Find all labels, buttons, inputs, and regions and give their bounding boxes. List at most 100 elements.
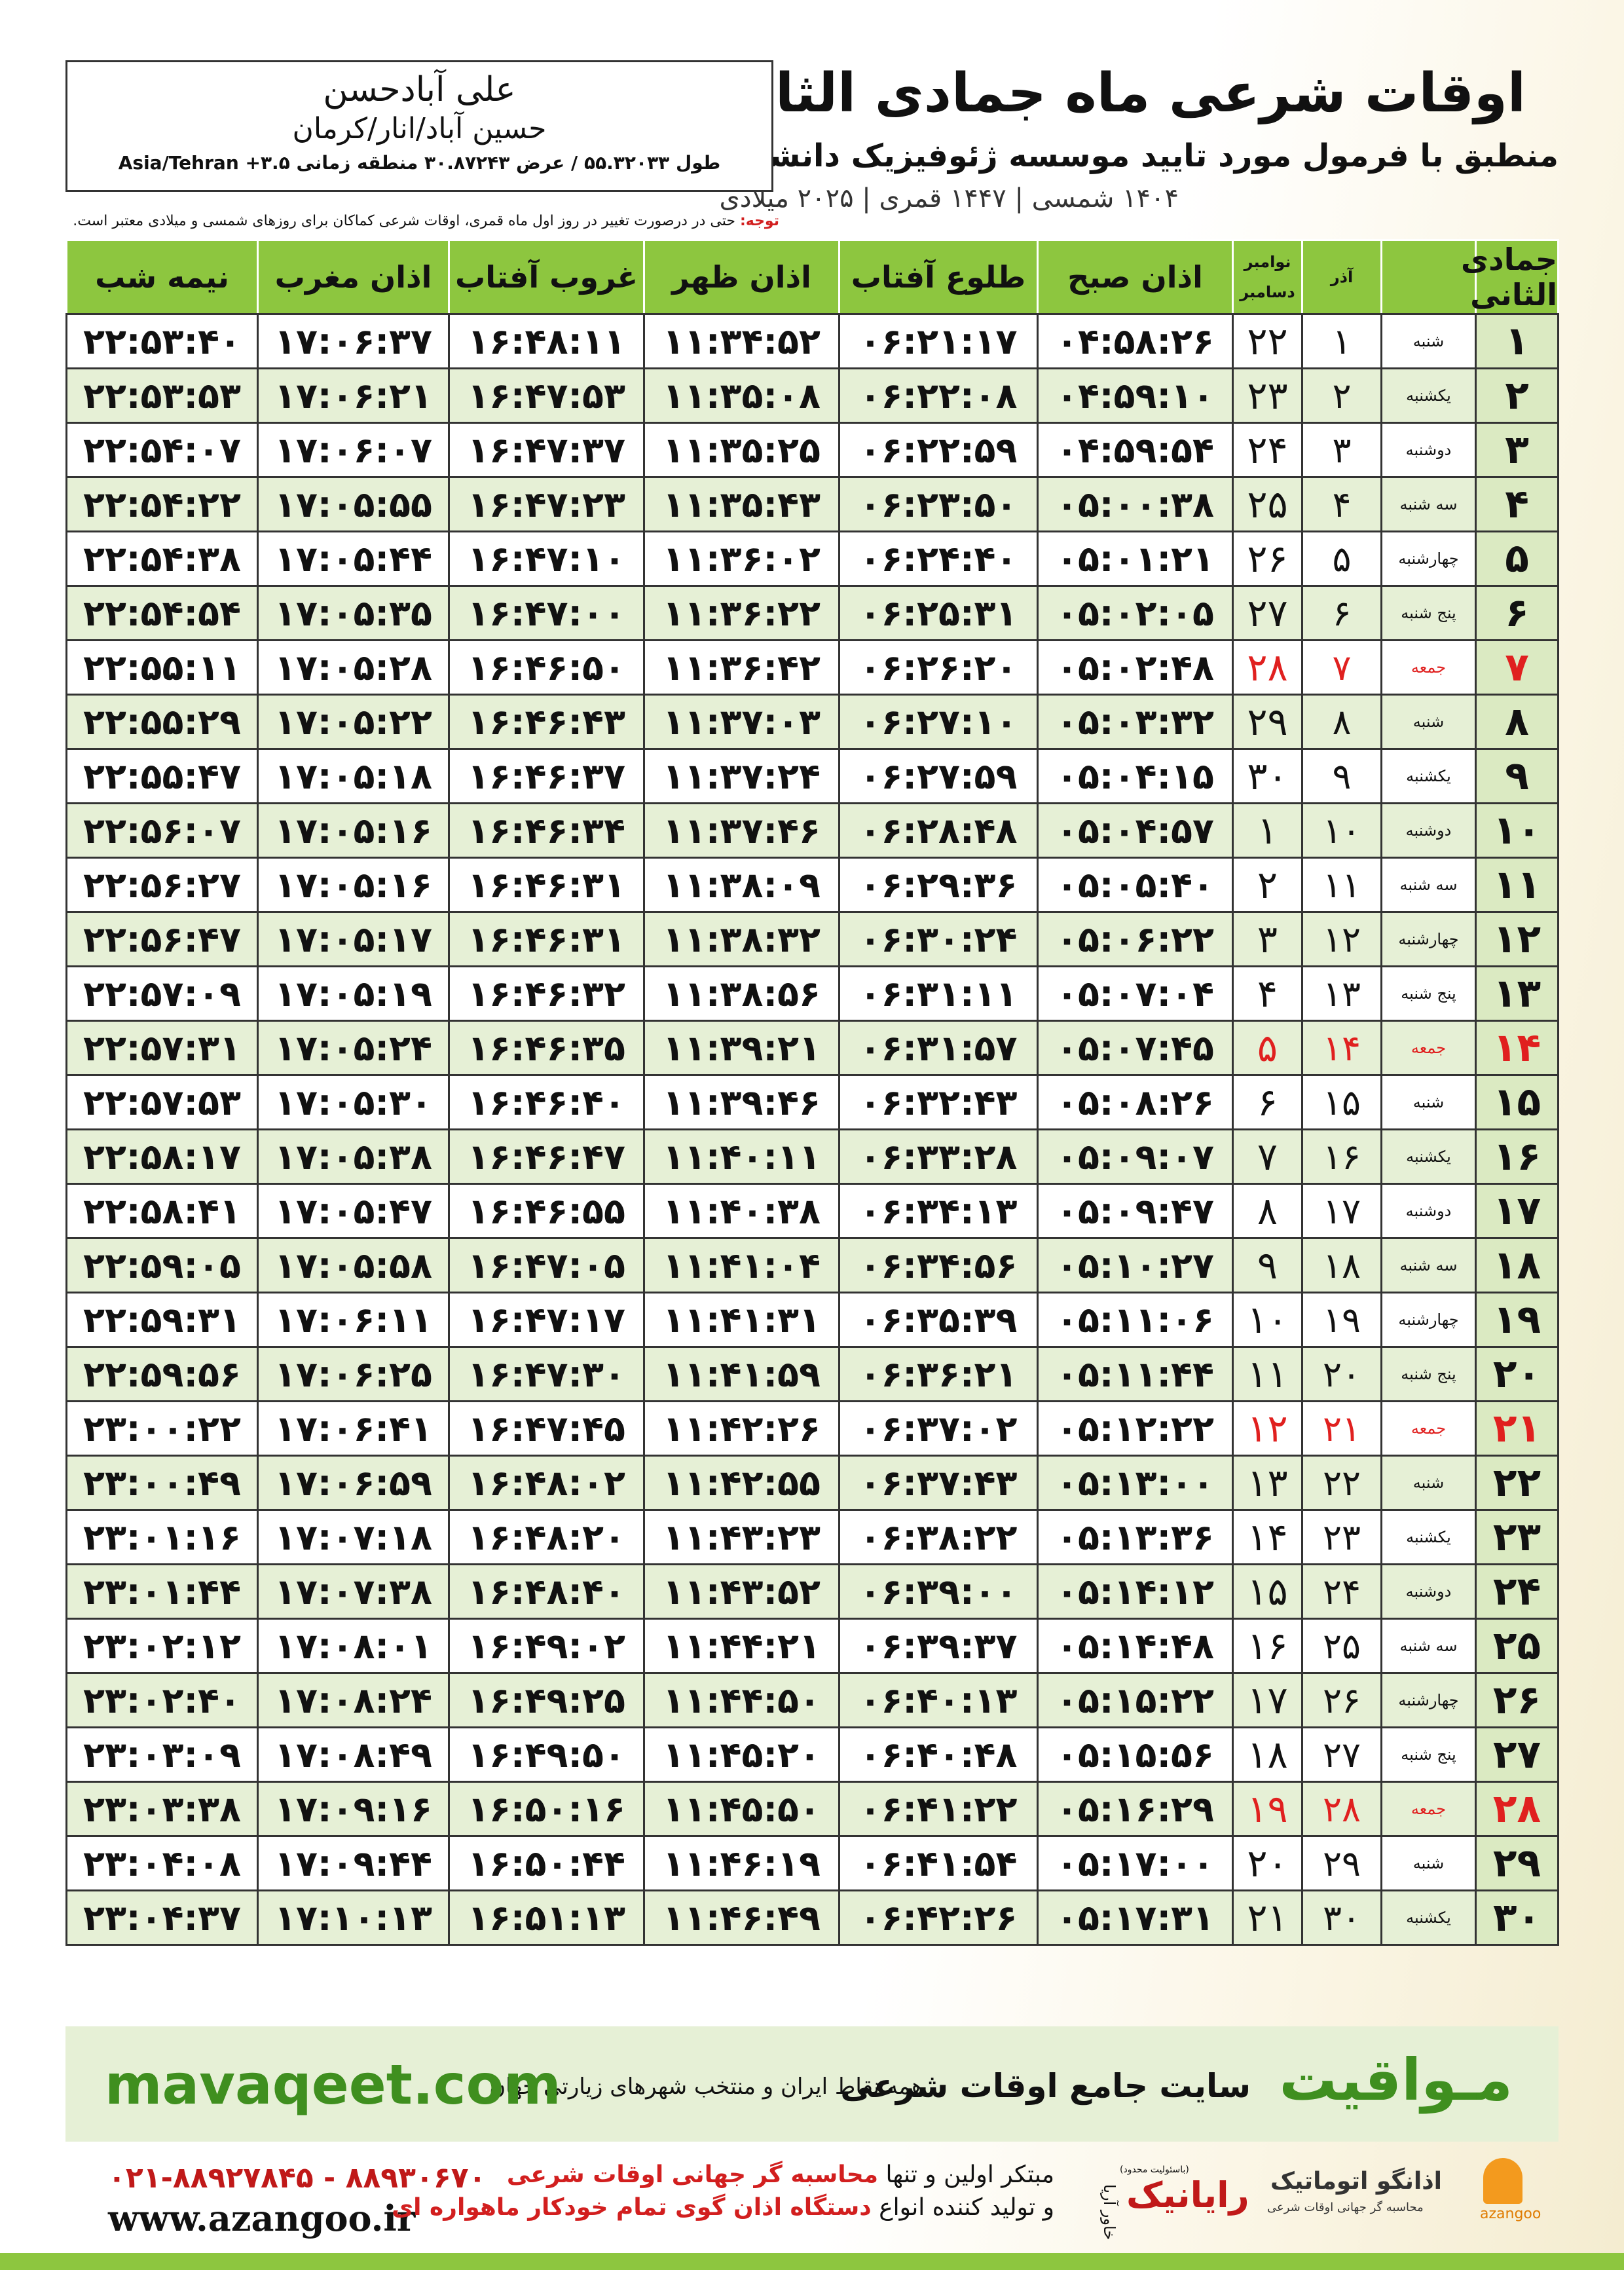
- cell: ۱۴: [1475, 1020, 1559, 1076]
- row: ۱۴ جمعه ۱۴ ۵ ۰۵:۰۷:۴۵ ۰۶:۳۱:۵۷ ۱۱:۳۹:۲۱ ۱۶:۴۶:۳…: [65, 1020, 1559, 1076]
- row: ۱۱ سه شنبه ۱۱ ۲ ۰۵:۰۵:۴۰ ۰۶:۲۹:۳۶ ۱۱:۳۸:۰۹ ۱۶:۴…: [65, 857, 1559, 913]
- company-sub: خاور آریا: [1100, 2184, 1118, 2241]
- cell: ۱۹: [1301, 1292, 1382, 1348]
- footer-line: و تولید کننده انواع دستگاه اذان گوی تمام…: [392, 2194, 1054, 2221]
- cell: ۱۶:۴۶:۳۱: [448, 911, 645, 967]
- cell: ۱۷:۰۵:۳۰: [257, 1074, 450, 1130]
- row: ۱۷ دوشنبه ۱۷ ۸ ۰۵:۰۹:۴۷ ۰۶:۳۴:۱۳ ۱۱:۴۰:۳۸ ۱۶:۴۶…: [65, 1183, 1559, 1239]
- website[interactable]: www.azangoo.ir: [108, 2197, 416, 2239]
- cell: ۲۳:۰۰:۲۲: [65, 1400, 259, 1457]
- cell: ۳: [1475, 422, 1559, 478]
- cell: ۰۶:۳۰:۲۴: [838, 911, 1039, 967]
- cell: ۲۸: [1475, 1781, 1559, 1837]
- cell: ۲۵: [1475, 1618, 1559, 1674]
- cell: ۱۱:۳۸:۳۲: [643, 911, 840, 967]
- cell: ۱۷:۰۹:۴۴: [257, 1835, 450, 1891]
- cell: ۲۰: [1475, 1346, 1559, 1402]
- cell: ۲۲:۵۳:۵۳: [65, 367, 259, 424]
- cell: پنج شنبه: [1380, 585, 1477, 641]
- cell: ۷: [1475, 639, 1559, 696]
- cell: ۱۱: [1475, 857, 1559, 913]
- cell: سه شنبه: [1380, 1237, 1477, 1293]
- footer-line: مبتکر اولین و تنها محاسبه گر جهانی اوقات…: [507, 2161, 1054, 2188]
- cell: ۱: [1232, 802, 1303, 859]
- cell: ۱۶:۴۷:۳۷: [448, 422, 645, 478]
- cell: ۱۵: [1232, 1563, 1303, 1620]
- cell: ۱۱:۳۷:۴۶: [643, 802, 840, 859]
- cell: ۱۱:۴۴:۲۱: [643, 1618, 840, 1674]
- cell: ۹: [1301, 748, 1382, 804]
- cell: چهارشنبه: [1380, 530, 1477, 587]
- cell: ۱۱:۳۶:۴۲: [643, 639, 840, 696]
- cell: ۱۶:۵۰:۴۴: [448, 1835, 645, 1891]
- header-cell: جمادی الثانی: [1461, 239, 1559, 315]
- cell: ۰۶:۳۴:۱۳: [838, 1183, 1039, 1239]
- cell: ۲۲:۵۴:۰۷: [65, 422, 259, 478]
- row: ۹ یکشنبه ۹ ۳۰ ۰۵:۰۴:۱۵ ۰۶:۲۷:۵۹ ۱۱:۳۷:۲۴ ۱۶:۴۶:…: [65, 748, 1559, 804]
- cell: شنبه: [1380, 313, 1477, 369]
- cell: ۲۰: [1301, 1346, 1382, 1402]
- cell: ۱۱:۳۵:۰۸: [643, 367, 840, 424]
- cell: ۷: [1301, 639, 1382, 696]
- url[interactable]: mavaqeet.com: [105, 2053, 561, 2117]
- cell: ۲۷: [1232, 585, 1303, 641]
- cell: ۰۵:۱۱:۰۶: [1037, 1292, 1234, 1348]
- cell: ۶: [1232, 1074, 1303, 1130]
- header-cell: اذان ظهر: [643, 239, 840, 315]
- cell: ۱۱:۴۳:۲۳: [643, 1509, 840, 1565]
- cell: ۱۷:۰۵:۲۴: [257, 1020, 450, 1076]
- cell: ۱۷:۰۹:۱۶: [257, 1781, 450, 1837]
- cell: ۲۷: [1301, 1726, 1382, 1783]
- cell: ۲۲:۵۴:۲۲: [65, 476, 259, 532]
- cell: ۲۳:۰۰:۴۹: [65, 1455, 259, 1511]
- cell: ۱۶:۴۶:۴۷: [448, 1128, 645, 1185]
- cell: ۱۷: [1475, 1183, 1559, 1239]
- cell: ۱۱:۳۵:۲۵: [643, 422, 840, 478]
- cell: ۰۴:۵۸:۲۶: [1037, 313, 1234, 369]
- cell: ۰۶:۳۶:۲۱: [838, 1346, 1039, 1402]
- cell: ۰۴:۵۹:۵۴: [1037, 422, 1234, 478]
- cell: دوشنبه: [1380, 1563, 1477, 1620]
- cell: ۰۵:۱۴:۴۸: [1037, 1618, 1234, 1674]
- cell: ۰۶:۲۷:۱۰: [838, 694, 1039, 750]
- cell: سه شنبه: [1380, 1618, 1477, 1674]
- cell: یکشنبه: [1380, 1509, 1477, 1565]
- cell: ۱۱:۴۶:۴۹: [643, 1889, 840, 1946]
- cell: ۸: [1232, 1183, 1303, 1239]
- cell: ۰۶:۳۴:۵۶: [838, 1237, 1039, 1293]
- slogan: سایت جامع اوقات شرعی: [840, 2067, 1251, 2105]
- cell: ۱۶:۴۹:۰۲: [448, 1618, 645, 1674]
- cell: ۰۶:۳۱:۵۷: [838, 1020, 1039, 1076]
- cell: ۱۷:۰۵:۱۹: [257, 965, 450, 1022]
- cell: ۰۶:۴۰:۱۳: [838, 1672, 1039, 1728]
- row: ۳۰ یکشنبه ۳۰ ۲۱ ۰۵:۱۷:۳۱ ۰۶:۴۲:۲۶ ۱۱:۴۶:۴۹ ۱۶:۵…: [65, 1889, 1559, 1946]
- cell: ۲۸: [1301, 1781, 1382, 1837]
- cell: سه شنبه: [1380, 476, 1477, 532]
- row: ۱۵ شنبه ۱۵ ۶ ۰۵:۰۸:۲۶ ۰۶:۳۲:۴۳ ۱۱:۳۹:۴۶ ۱۶:۴۶:۴…: [65, 1074, 1559, 1130]
- cell: چهارشنبه: [1380, 1292, 1477, 1348]
- note-label: توجه:: [739, 213, 779, 229]
- cell: ۰۶:۴۱:۵۴: [838, 1835, 1039, 1891]
- cell: ۲۳: [1301, 1509, 1382, 1565]
- cell: ۲: [1232, 857, 1303, 913]
- cell: ۰۶:۲۳:۵۰: [838, 476, 1039, 532]
- cell: جمعه: [1380, 1781, 1477, 1837]
- cell: ۱۱:۴۱:۳۱: [643, 1292, 840, 1348]
- cell: چهارشنبه: [1380, 911, 1477, 967]
- cell: ۲۲: [1301, 1455, 1382, 1511]
- row: ۱ شنبه ۱ ۲۲ ۰۴:۵۸:۲۶ ۰۶:۲۱:۱۷ ۱۱:۳۴:۵۲ ۱۶:۴۸:۱۱…: [65, 313, 1559, 369]
- cell: ۶: [1301, 585, 1382, 641]
- cell: ۱۹: [1475, 1292, 1559, 1348]
- row: ۸ شنبه ۸ ۲۹ ۰۵:۰۳:۳۲ ۰۶:۲۷:۱۰ ۱۱:۳۷:۰۳ ۱۶:۴۶:۴۳…: [65, 694, 1559, 750]
- cell: ۲۶: [1301, 1672, 1382, 1728]
- cell: ۰۵:۰۸:۲۶: [1037, 1074, 1234, 1130]
- cell: ۱۱:۳۸:۵۶: [643, 965, 840, 1022]
- cell: ۱۶:۴۶:۴۳: [448, 694, 645, 750]
- cell: ۱۶:۵۰:۱۶: [448, 1781, 645, 1837]
- location-name: علی آبادحسن: [323, 70, 516, 109]
- cell: ۲۲:۵۷:۵۳: [65, 1074, 259, 1130]
- cell: ۱۷:۰۶:۴۱: [257, 1400, 450, 1457]
- location-region: حسین آباد/انار/کرمان: [292, 112, 547, 145]
- cell: ۰۵:۱۳:۰۰: [1037, 1455, 1234, 1511]
